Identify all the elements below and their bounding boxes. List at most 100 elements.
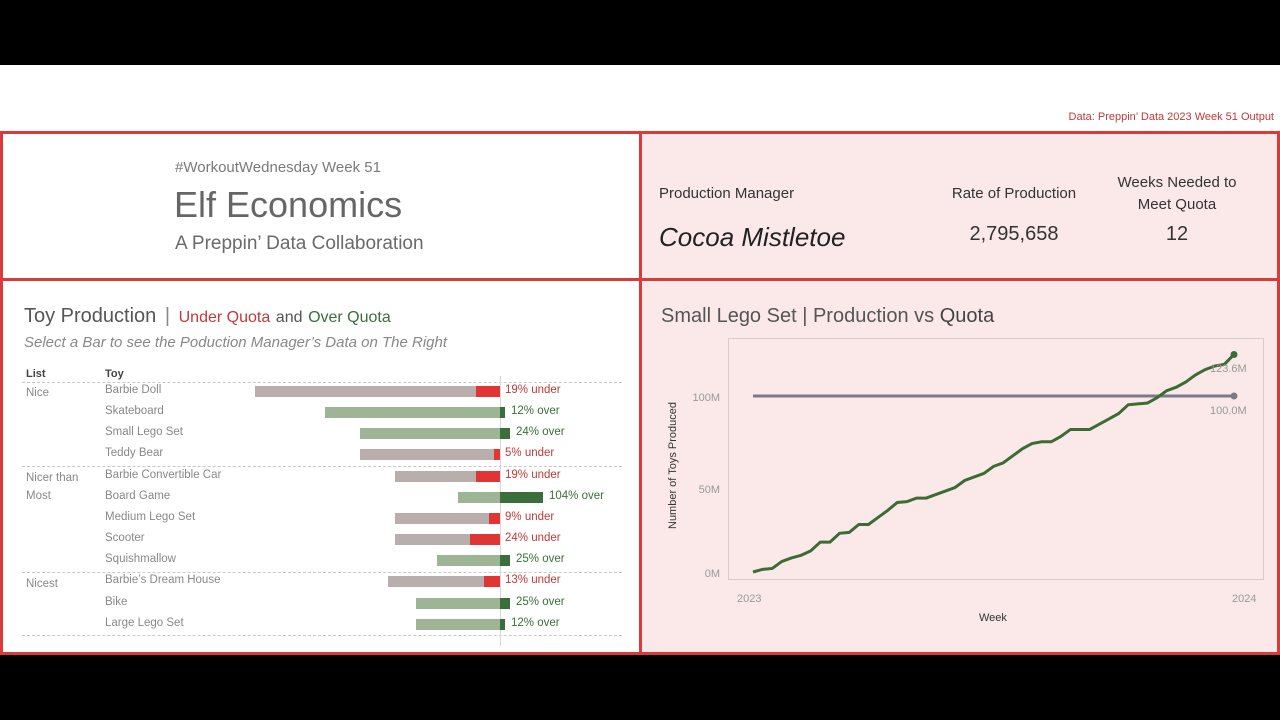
toy-label: Barbie Doll xyxy=(105,384,162,396)
pct-label: 13% under xyxy=(505,574,561,586)
y-tick-100m: 100M xyxy=(692,392,720,404)
x-tick-2024: 2024 xyxy=(1232,593,1257,605)
over-quota-segment[interactable] xyxy=(500,428,510,439)
bar-title-main: Toy Production xyxy=(24,305,157,327)
divider xyxy=(22,466,622,467)
selected-toy-name: Small Lego Set xyxy=(661,305,797,327)
line-chart-title: Small Lego Set | Production vs Quota xyxy=(661,305,994,328)
quota-end-dot xyxy=(1230,392,1238,400)
toy-production-panel: Toy Production | Under Quota and Over Qu… xyxy=(0,278,642,655)
over-quota-segment[interactable] xyxy=(500,555,510,566)
weeks-value: 12 xyxy=(1165,223,1189,245)
kpi-panel: Production Manager Cocoa Mistletoe Rate … xyxy=(639,131,1280,281)
dashboard-kicker: #WorkoutWednesday Week 51 xyxy=(175,159,381,176)
toy-bar[interactable] xyxy=(437,555,500,566)
pct-label: 24% over xyxy=(516,426,565,438)
y-tick-0m: 0M xyxy=(704,568,720,580)
pct-label: 104% over xyxy=(549,490,604,502)
title-separator: | xyxy=(164,305,171,327)
toy-label: Medium Lego Set xyxy=(105,511,196,523)
manager-value: Cocoa Mistletoe xyxy=(659,222,846,252)
title-panel: #WorkoutWednesday Week 51 Elf Economics … xyxy=(0,131,642,281)
under-quota-segment[interactable] xyxy=(470,534,500,545)
plot-area xyxy=(728,338,1264,580)
group-label-nicer-than-most: Nicer than Most xyxy=(26,472,79,502)
weeks-label-line2: Meet Quota xyxy=(1137,196,1217,213)
toy-label: Bike xyxy=(105,596,128,608)
x-axis-label: Week xyxy=(979,612,1007,624)
bar-chart-title: Toy Production | Under Quota and Over Qu… xyxy=(24,305,391,328)
x-tick-2023: 2023 xyxy=(737,593,762,605)
end-value-label: 123.6M xyxy=(1210,363,1247,375)
column-header-list: List xyxy=(26,368,46,380)
toy-bar[interactable] xyxy=(458,492,500,503)
title-quota: Quota xyxy=(939,305,995,327)
pct-label: 19% under xyxy=(505,384,561,396)
toy-label: Squishmallow xyxy=(105,553,176,565)
divider xyxy=(22,572,622,573)
toy-bar[interactable] xyxy=(360,428,500,439)
pct-label: 25% over xyxy=(516,596,565,608)
legend-under-quota: Under Quota xyxy=(178,309,271,326)
manager-label: Production Manager xyxy=(659,185,795,202)
bar-chart-subtitle: Select a Bar to see the Poduction Manage… xyxy=(24,334,448,351)
over-quota-segment[interactable] xyxy=(500,407,505,418)
toy-label: Scooter xyxy=(105,532,145,544)
toy-bar[interactable] xyxy=(395,513,500,524)
pct-label: 25% over xyxy=(516,553,565,565)
legend-and: and xyxy=(275,309,303,326)
y-tick-50m: 50M xyxy=(698,484,720,496)
pct-label: 9% under xyxy=(505,511,555,523)
toy-bar[interactable] xyxy=(388,576,500,587)
rate-value: 2,795,658 xyxy=(969,223,1059,245)
dashboard-subtitle: A Preppin’ Data Collaboration xyxy=(175,233,424,254)
divider xyxy=(22,635,622,636)
under-quota-segment[interactable] xyxy=(476,471,500,482)
pct-label: 12% over xyxy=(511,617,560,629)
group-label-nice: Nice xyxy=(26,387,50,399)
toy-label: Board Game xyxy=(105,490,171,502)
toy-label: Small Lego Set xyxy=(105,426,183,438)
toy-bar[interactable] xyxy=(416,619,500,630)
over-quota-segment[interactable] xyxy=(500,619,505,630)
toy-bar[interactable] xyxy=(395,534,500,545)
over-quota-segment[interactable] xyxy=(500,492,543,503)
pct-label: 5% under xyxy=(505,447,555,459)
legend-over-quota: Over Quota xyxy=(308,309,391,326)
toy-bar[interactable] xyxy=(255,386,500,397)
toy-bar[interactable] xyxy=(325,407,500,418)
pct-label: 24% under xyxy=(505,532,561,544)
toy-bar[interactable] xyxy=(416,598,500,609)
production-vs-quota-panel: Small Lego Set | Production vs Quota 100… xyxy=(639,278,1280,655)
toy-label: Barbie Convertible Car xyxy=(105,469,222,481)
pct-label: 19% under xyxy=(505,469,561,481)
rate-label: Rate of Production xyxy=(951,185,1077,202)
toy-label: Barbie’s Dream House xyxy=(105,574,221,586)
pct-label: 12% over xyxy=(511,405,560,417)
under-quota-segment[interactable] xyxy=(484,576,500,587)
toy-bar[interactable] xyxy=(360,449,500,460)
weeks-label-line1: Weeks Needed to xyxy=(1117,174,1237,191)
under-quota-segment[interactable] xyxy=(476,386,500,397)
column-header-toy: Toy xyxy=(105,368,124,380)
quota-value-label: 100.0M xyxy=(1210,405,1247,417)
production-line xyxy=(752,353,1236,574)
under-quota-segment[interactable] xyxy=(489,513,500,524)
under-quota-segment[interactable] xyxy=(494,449,500,460)
title-separator: | xyxy=(802,305,808,327)
y-axis-label: Number of Toys Produced xyxy=(667,402,679,529)
group-label-nicest: Nicest xyxy=(26,578,58,590)
title-part: Production vs xyxy=(812,305,935,327)
toy-bar[interactable] xyxy=(395,471,500,482)
quota-zero-line xyxy=(500,376,501,646)
data-source-note: Data: Preppin’ Data 2023 Week 51 Output xyxy=(1068,111,1274,123)
over-quota-segment[interactable] xyxy=(500,598,510,609)
dashboard-title: Elf Economics xyxy=(174,184,403,225)
line-chart-svg xyxy=(752,350,1238,574)
toy-label: Large Lego Set xyxy=(105,617,184,629)
production-end-dot xyxy=(1230,350,1238,358)
divider xyxy=(22,382,622,383)
toy-label: Teddy Bear xyxy=(105,447,164,459)
toy-label: Skateboard xyxy=(105,405,164,417)
dashboard-page: Data: Preppin’ Data 2023 Week 51 Output … xyxy=(0,65,1280,655)
